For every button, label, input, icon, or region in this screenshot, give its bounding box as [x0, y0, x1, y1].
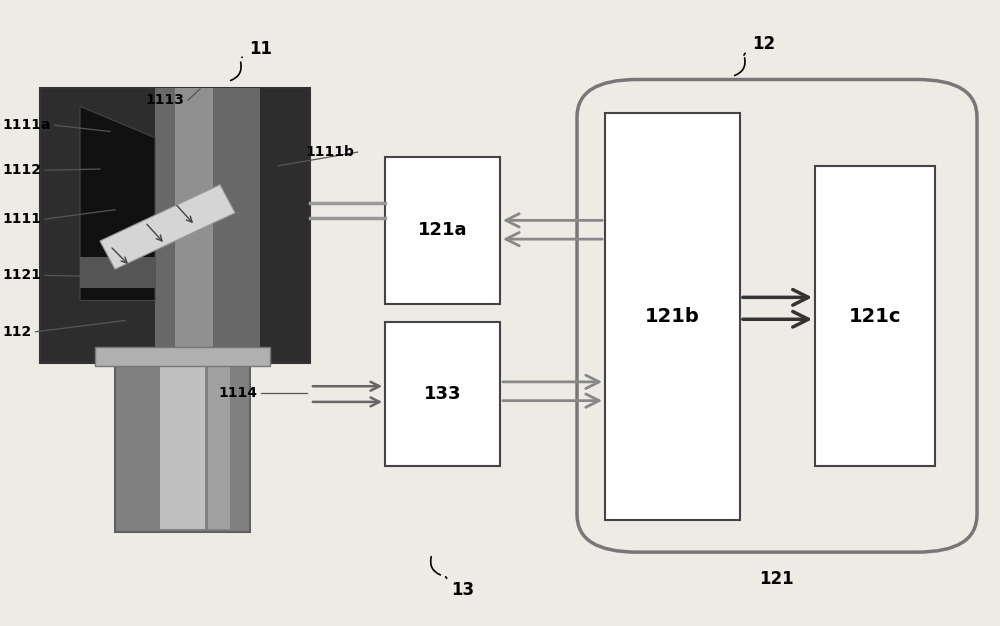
Polygon shape — [100, 185, 235, 269]
FancyBboxPatch shape — [160, 354, 205, 529]
Text: 1113: 1113 — [145, 93, 184, 107]
Text: 1114: 1114 — [218, 386, 257, 399]
Text: 11: 11 — [249, 39, 272, 58]
Text: 1112: 1112 — [2, 163, 41, 177]
Text: 133: 133 — [424, 386, 461, 403]
Polygon shape — [80, 106, 155, 300]
Polygon shape — [80, 257, 155, 288]
Text: 121: 121 — [760, 570, 794, 588]
FancyBboxPatch shape — [155, 88, 260, 357]
FancyBboxPatch shape — [385, 322, 500, 466]
Text: 12: 12 — [752, 35, 775, 53]
FancyBboxPatch shape — [385, 156, 500, 304]
Text: 121c: 121c — [849, 307, 901, 326]
Text: 13: 13 — [451, 581, 474, 599]
Text: 1111a: 1111a — [2, 118, 50, 132]
Text: 1111: 1111 — [2, 212, 41, 226]
FancyBboxPatch shape — [577, 80, 977, 552]
FancyBboxPatch shape — [815, 166, 935, 466]
Text: 121b: 121b — [645, 307, 700, 326]
FancyBboxPatch shape — [115, 351, 250, 532]
FancyBboxPatch shape — [208, 354, 230, 529]
Text: 1121: 1121 — [2, 269, 41, 282]
FancyBboxPatch shape — [175, 88, 213, 357]
FancyBboxPatch shape — [605, 113, 740, 520]
Text: 1111b: 1111b — [305, 145, 354, 159]
Text: 112: 112 — [2, 325, 31, 339]
Text: 121a: 121a — [418, 221, 467, 239]
FancyBboxPatch shape — [95, 347, 270, 366]
FancyBboxPatch shape — [40, 88, 310, 363]
